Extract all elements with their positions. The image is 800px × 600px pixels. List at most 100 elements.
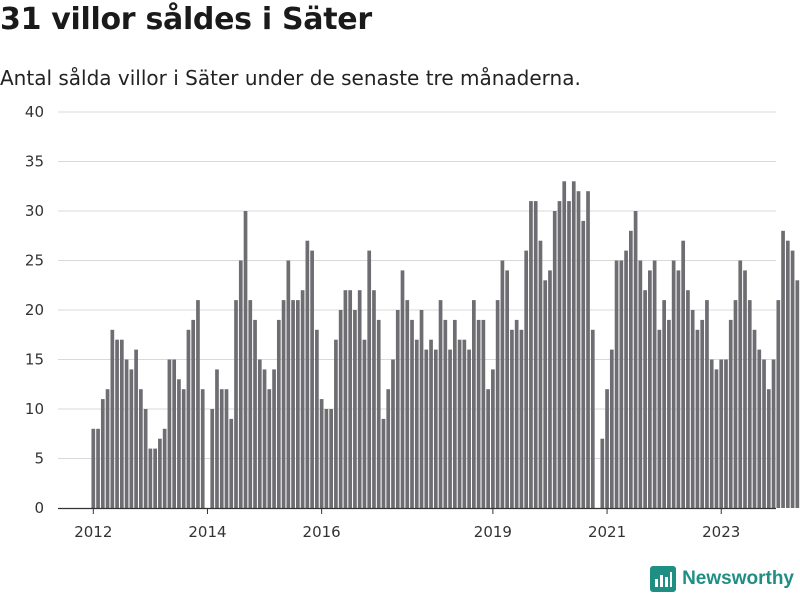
bar <box>552 211 557 508</box>
bar <box>367 250 372 508</box>
bar <box>781 230 785 509</box>
bar <box>424 349 429 508</box>
y-tick-label: 40 <box>25 103 44 121</box>
bar <box>148 448 153 508</box>
bar <box>524 250 529 508</box>
bar <box>357 290 362 508</box>
bar <box>124 359 129 508</box>
bar <box>785 240 790 508</box>
bar <box>329 409 333 508</box>
bar <box>709 359 714 508</box>
bar <box>400 270 405 508</box>
bar <box>143 409 148 508</box>
bar <box>495 300 500 508</box>
bar <box>438 300 443 508</box>
bar <box>733 300 738 508</box>
bar <box>386 389 391 508</box>
bar <box>219 389 224 508</box>
y-tick-label: 20 <box>25 301 44 319</box>
bar <box>519 329 524 508</box>
newsworthy-logo-icon <box>650 566 677 592</box>
bar <box>747 300 752 508</box>
bar <box>676 270 681 508</box>
bar <box>139 389 143 508</box>
bar <box>433 349 438 508</box>
bar <box>624 250 628 508</box>
bar <box>533 201 538 508</box>
bar <box>538 240 543 508</box>
y-tick-label: 5 <box>34 450 44 468</box>
brand-logo: Newsworthy <box>650 566 794 592</box>
x-tick-label: 2021 <box>588 523 626 541</box>
y-tick-label: 0 <box>34 499 44 517</box>
bar <box>743 270 747 508</box>
bar <box>766 389 771 508</box>
bar <box>686 290 690 508</box>
y-tick-label: 35 <box>25 153 44 171</box>
bar <box>757 349 762 508</box>
bar <box>348 290 353 508</box>
bar <box>752 329 757 508</box>
bar <box>243 211 248 508</box>
bar <box>310 250 314 508</box>
bar <box>714 369 719 508</box>
bar <box>776 300 781 508</box>
bar <box>771 359 776 508</box>
bar <box>728 319 733 508</box>
bar <box>129 369 134 508</box>
bar <box>391 359 395 508</box>
bar <box>529 201 533 508</box>
bar <box>353 310 357 508</box>
brand-name: Newsworthy <box>682 568 794 589</box>
bar <box>134 349 138 508</box>
bar <box>286 260 291 508</box>
bar <box>381 418 386 508</box>
bar <box>414 339 419 508</box>
bar <box>376 319 381 508</box>
bar <box>452 319 457 508</box>
chart-subtitle: Antal sålda villor i Säter under de sena… <box>0 66 581 90</box>
bar <box>448 349 452 508</box>
bar <box>362 339 367 508</box>
bar <box>652 260 657 508</box>
bar <box>110 329 115 508</box>
bar <box>196 300 200 508</box>
bar <box>315 329 319 508</box>
bar <box>462 339 467 508</box>
bar <box>410 319 414 508</box>
bar <box>191 319 196 508</box>
bar <box>719 359 724 508</box>
bar <box>248 300 253 508</box>
bar <box>319 399 324 508</box>
x-axis: 2012201420162019202120232025 <box>58 507 776 541</box>
bar <box>505 270 510 508</box>
bar <box>153 448 157 508</box>
bar <box>548 270 552 508</box>
bar <box>167 359 172 508</box>
bar <box>115 339 119 508</box>
bar <box>162 428 167 508</box>
bar <box>633 211 638 508</box>
bar <box>762 359 766 508</box>
bar <box>491 369 495 508</box>
bar <box>724 359 728 508</box>
bar <box>605 389 609 508</box>
bar <box>614 260 619 508</box>
bar <box>234 300 238 508</box>
bar <box>486 389 490 508</box>
bar <box>215 369 219 508</box>
x-tick-label: 2012 <box>74 523 112 541</box>
bar <box>177 379 181 508</box>
bar <box>609 349 614 508</box>
bar <box>628 230 633 509</box>
bar <box>300 290 305 508</box>
x-tick-label: 2016 <box>303 523 341 541</box>
bar <box>395 310 400 508</box>
bar <box>581 220 586 508</box>
bar <box>158 438 162 508</box>
bar <box>695 329 700 508</box>
bar <box>795 280 800 508</box>
bar <box>576 191 581 508</box>
y-tick-label: 10 <box>25 400 44 418</box>
bar <box>705 300 709 508</box>
